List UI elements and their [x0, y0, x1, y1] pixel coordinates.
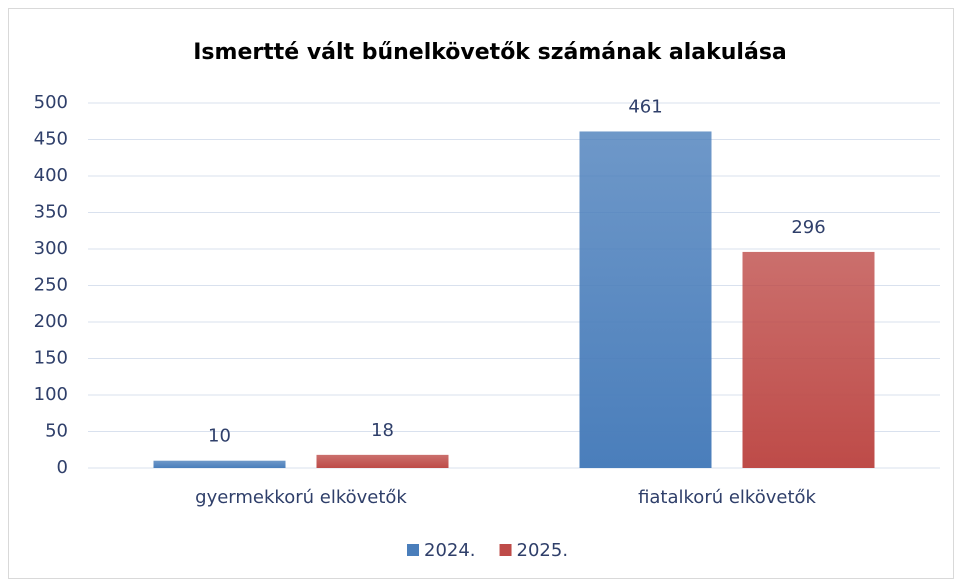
legend-swatch [407, 544, 419, 556]
data-label: 461 [628, 96, 662, 117]
data-label: 10 [208, 426, 231, 447]
y-tick-label: 300 [34, 238, 68, 259]
y-tick-label: 200 [34, 311, 68, 332]
bar [153, 460, 286, 468]
bar [742, 251, 875, 468]
y-tick-label: 100 [34, 384, 68, 405]
x-tick-label: fiatalkorú elkövetők [638, 487, 816, 508]
legend-label: 2025. [517, 540, 569, 561]
y-tick-label: 50 [45, 421, 68, 442]
bar [579, 131, 712, 468]
x-tick-label: gyermekkorú elkövetők [195, 487, 407, 508]
data-label: 296 [791, 217, 825, 238]
y-tick-label: 350 [34, 202, 68, 223]
data-label: 18 [371, 420, 394, 441]
y-tick-label: 150 [34, 348, 68, 369]
legend-swatch [499, 544, 512, 556]
bar [316, 454, 449, 468]
y-tick-label: 0 [57, 457, 68, 478]
y-tick-label: 500 [34, 92, 68, 113]
legend-label: 2024. [424, 540, 476, 561]
y-tick-label: 400 [34, 165, 68, 186]
y-tick-label: 250 [34, 275, 68, 296]
y-tick-label: 450 [34, 129, 68, 150]
chart-title: Ismertté vált bűnelkövetők számának alak… [193, 40, 787, 65]
